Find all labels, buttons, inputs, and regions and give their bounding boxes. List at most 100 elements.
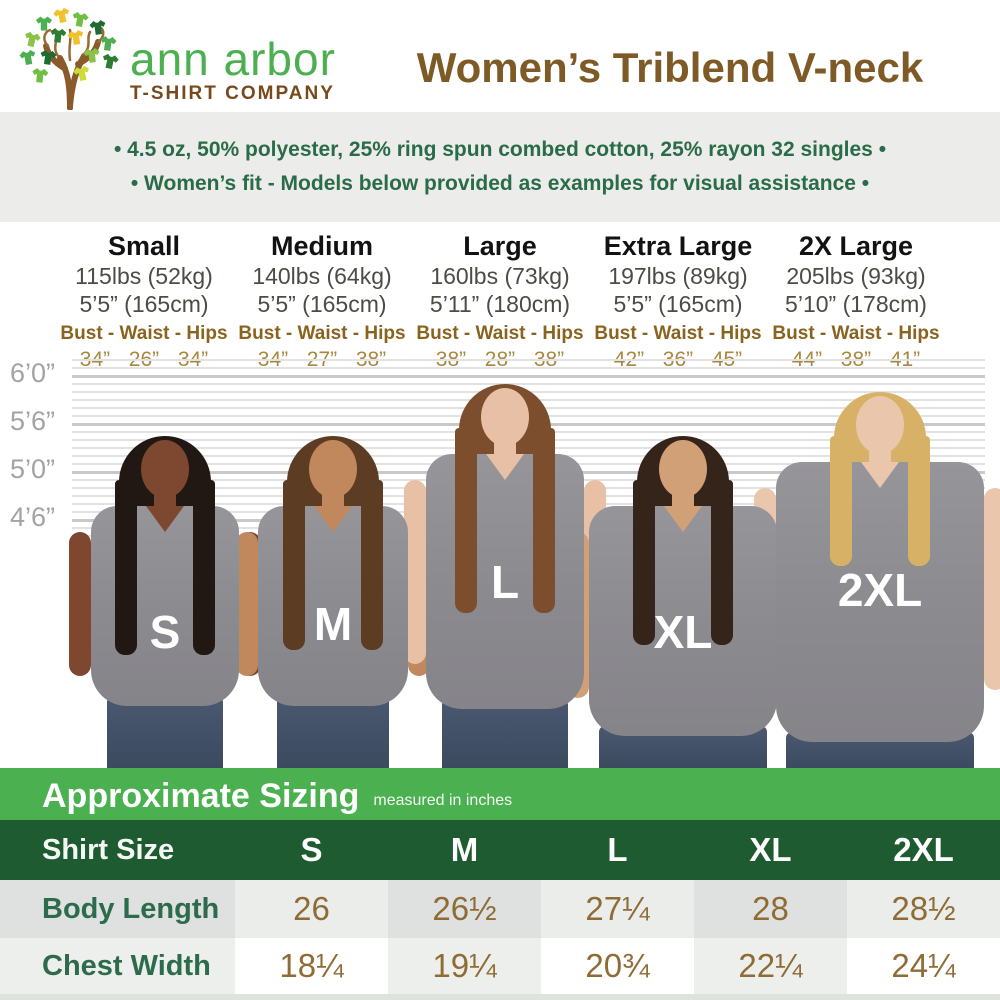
height-label: 6’0”: [10, 358, 56, 388]
brand-name: ann arbor T-SHIRT COMPANY: [130, 33, 336, 105]
model-shirt-letter: M: [313, 598, 353, 650]
table-row-label: Chest Width: [0, 938, 235, 994]
table-header-size: XL: [749, 831, 792, 868]
model-shirt-letter: XL: [653, 606, 713, 658]
sizing-title: Approximate Sizing: [42, 777, 360, 815]
size-column: Medium 140lbs (64kg) 5’5” (165cm) Bust - Wa…: [233, 230, 411, 373]
table-row-label: Body Length: [0, 880, 235, 938]
fabric-bullet: • 4.5 oz, 50% polyester, 25% ring spun c…: [113, 138, 887, 161]
model-face: [659, 440, 707, 498]
model-arm: [236, 532, 258, 676]
table-header-size: L: [607, 831, 628, 868]
ruler-line: [72, 383, 985, 385]
size-column: Small 115lbs (52kg) 5’5” (165cm) Bust - Wai…: [55, 230, 233, 373]
table-cell-value: 20¾: [585, 947, 650, 984]
table-header-size: M: [450, 831, 479, 868]
model-hair-strand: [455, 428, 477, 613]
model-hair-strand: [361, 480, 383, 650]
size-column: Extra Large 197lbs (89kg) 5’5” (165cm) Bust…: [589, 230, 767, 373]
bust-waist-hips-label: Bust - Waist - Hips: [594, 323, 762, 344]
sizing-subtitle: measured in inches: [373, 792, 513, 809]
table-cell-value: 22¼: [738, 947, 803, 984]
size-column-name: Small: [107, 231, 181, 261]
bust-waist-hips-label: Bust - Waist - Hips: [772, 323, 940, 344]
table-cell: 18¼: [235, 938, 388, 994]
size-column-weight: 205lbs (93kg): [786, 263, 926, 289]
model-hair-strand: [633, 480, 655, 645]
table-cell: 27¼: [541, 880, 694, 938]
table-cell-value: 24¼: [891, 947, 956, 984]
table-cell: 22¼: [694, 938, 847, 994]
model-shirt: [426, 454, 584, 709]
bottom-strip: [0, 994, 1000, 1000]
size-column-weight: 140lbs (64kg): [252, 263, 392, 289]
table-header-size: S: [300, 831, 323, 868]
model-face: [856, 396, 904, 454]
size-column-height: 5’10” (178cm): [785, 291, 927, 317]
size-column-name: 2X Large: [798, 231, 914, 261]
model-jeans: [277, 696, 389, 768]
model-hair-strand: [283, 480, 305, 650]
page-title: Women’s Triblend V-neck: [416, 44, 924, 91]
size-column-name: Large: [463, 231, 537, 261]
model-face: [481, 388, 529, 446]
size-column-height: 5’5” (165cm): [257, 291, 387, 317]
table-cell: 24¼: [847, 938, 1000, 994]
table-cell-value: 26½: [432, 890, 497, 927]
table-cell-value: 28: [752, 890, 789, 927]
model-hair-strand: [193, 480, 215, 655]
ruler-line: [72, 359, 985, 361]
model-hair-strand: [115, 480, 137, 655]
ruler-line-major: [72, 375, 985, 378]
model-figure-s: S: [69, 436, 261, 768]
size-column-height: 5’5” (165cm): [613, 291, 743, 317]
model-shirt-letter: 2XL: [837, 564, 923, 616]
model-figure-2xl: 2XL: [754, 392, 1000, 768]
model-figure-xl: XL: [567, 436, 799, 768]
table-row-label-text: Body Length: [42, 892, 220, 925]
table-row: Chest Width 18¼ 19¼ 20¾ 22¼ 24¼: [0, 938, 1000, 994]
table-cell: 20¾: [541, 938, 694, 994]
model-arm: [69, 532, 91, 676]
height-chart-stage: 6’0” 5’6” 5’0” 4’6” S M L XL 2XL: [10, 358, 1000, 768]
height-label: 5’6”: [10, 406, 56, 436]
table-header-row: Shirt Size S M L XL 2XL: [0, 820, 1000, 880]
size-column-weight: 160lbs (73kg): [430, 263, 570, 289]
model-hair-strand: [908, 436, 930, 566]
approximate-sizing-bar: Approximate Sizing measured in inches: [0, 768, 1000, 820]
model-shirt: [776, 462, 984, 742]
size-column: Large 160lbs (73kg) 5’11” (180cm) Bust - Wa…: [411, 230, 589, 373]
bust-waist-hips-label: Bust - Waist - Hips: [238, 323, 406, 344]
size-column-height: 5’5” (165cm): [79, 291, 209, 317]
model-figure-l: L: [404, 384, 606, 768]
brand-name-line1: ann arbor: [130, 33, 336, 85]
model-hair-strand: [830, 436, 852, 566]
size-column-name: Extra Large: [603, 231, 753, 261]
height-label: 5’0”: [10, 454, 56, 484]
model-hair-strand: [711, 480, 733, 645]
model-jeans: [442, 699, 568, 768]
bust-waist-hips-label: Bust - Waist - Hips: [60, 323, 228, 344]
model-jeans: [107, 696, 223, 768]
model-shirt-letter: S: [149, 606, 181, 658]
model-shirt: [589, 506, 777, 736]
model-figure-m: M: [236, 436, 430, 768]
size-column-weight: 197lbs (89kg): [608, 263, 748, 289]
table-cell-value: 27¼: [585, 890, 650, 927]
model-arm: [404, 480, 426, 664]
height-label: 4’6”: [10, 502, 56, 532]
table-cell-value: 19¼: [432, 947, 497, 984]
brand-name-line2: T-SHIRT COMPANY: [130, 83, 335, 104]
table-cell: 19¼: [388, 938, 541, 994]
table-cell-value: 28½: [891, 890, 956, 927]
table-row-label-text: Chest Width: [42, 949, 211, 982]
table-cell: 28: [694, 880, 847, 938]
table-cell: 26½: [388, 880, 541, 938]
table-cell-value: 18¼: [279, 947, 344, 984]
model-hair-strand: [533, 428, 555, 613]
model-face: [141, 440, 189, 498]
model-arm: [984, 488, 1000, 690]
bust-waist-hips-label: Bust - Waist - Hips: [416, 323, 584, 344]
table-row: Body Length 26 26½ 27¼ 28 28½: [0, 880, 1000, 938]
